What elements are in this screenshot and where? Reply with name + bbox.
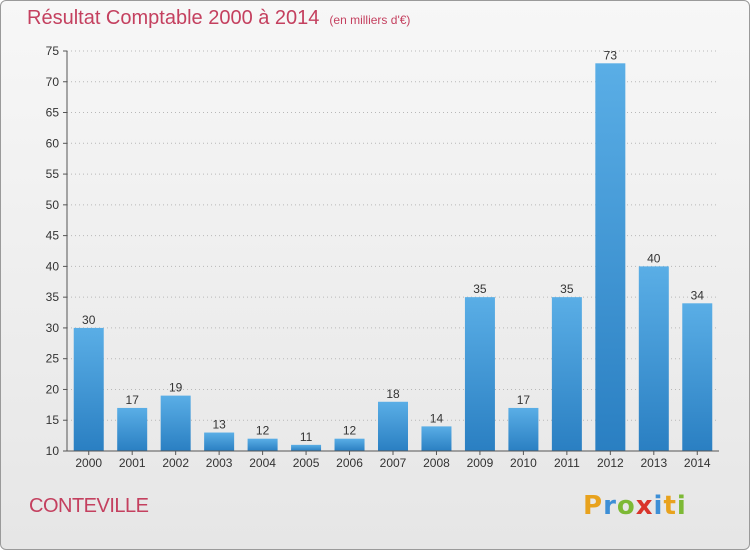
value-label: 12: [256, 424, 270, 438]
y-tick-label: 75: [46, 44, 60, 58]
y-tick-label: 45: [46, 229, 60, 243]
y-tick-label: 55: [46, 167, 60, 181]
value-label: 14: [430, 411, 444, 425]
x-tick-label: 2001: [119, 456, 146, 470]
y-tick-label: 65: [46, 106, 60, 120]
x-tick-label: 2007: [380, 456, 407, 470]
value-label: 34: [691, 288, 705, 302]
x-tick-label: 2006: [336, 456, 363, 470]
bar-2005[interactable]: [291, 444, 322, 451]
x-tick-label: 2014: [684, 456, 711, 470]
y-tick-label: 20: [46, 382, 60, 396]
value-label: 17: [126, 393, 140, 407]
x-tick-label: 2011: [554, 456, 580, 470]
bar-2011[interactable]: [551, 297, 582, 451]
value-label: 40: [647, 251, 661, 265]
bar-2001[interactable]: [117, 407, 148, 451]
logo-letter: i: [676, 491, 687, 521]
x-tick-label: 2000: [75, 456, 102, 470]
chart-title-block: Résultat Comptable 2000 à 2014 (en millie…: [27, 7, 410, 30]
logo-letter: r: [603, 491, 617, 521]
proxiti-logo[interactable]: Proxiti: [583, 491, 687, 521]
x-tick-label: 2013: [640, 456, 667, 470]
value-label: 18: [386, 387, 400, 401]
value-label: 17: [517, 393, 531, 407]
y-tick-label: 25: [46, 352, 60, 366]
value-label: 35: [473, 282, 487, 296]
bar-2004[interactable]: [247, 438, 278, 451]
chart-subtitle: (en milliers d'€): [329, 13, 411, 27]
x-tick-label: 2005: [293, 456, 320, 470]
bar-2009[interactable]: [464, 297, 495, 451]
bar-2006[interactable]: [334, 438, 365, 451]
commune-name: CONTEVILLE: [29, 495, 149, 517]
bar-2003[interactable]: [204, 432, 235, 451]
x-tick-label: 2010: [510, 456, 537, 470]
logo-letter: P: [583, 491, 604, 521]
bar-2014[interactable]: [682, 303, 713, 451]
value-label: 35: [560, 282, 574, 296]
bar-2010[interactable]: [508, 407, 539, 451]
value-label: 19: [169, 381, 183, 395]
bar-2013[interactable]: [638, 266, 669, 451]
x-tick-label: 2008: [423, 456, 450, 470]
logo-letter: x: [635, 491, 654, 521]
y-tick-label: 50: [46, 198, 60, 212]
y-tick-label: 15: [46, 413, 60, 427]
x-tick-label: 2009: [467, 456, 494, 470]
x-tick-label: 2003: [206, 456, 233, 470]
value-label: 11: [300, 430, 313, 444]
y-tick-label: 10: [46, 444, 60, 458]
logo-letter: i: [653, 491, 664, 521]
bar-2007[interactable]: [378, 401, 408, 451]
value-label: 13: [212, 418, 226, 432]
y-tick-label: 35: [46, 290, 60, 304]
value-label: 30: [82, 313, 96, 327]
value-label: 73: [604, 48, 618, 62]
x-tick-label: 2002: [162, 456, 189, 470]
logo-letter: t: [663, 491, 677, 521]
x-tick-label: 2012: [597, 456, 624, 470]
y-tick-label: 70: [46, 75, 60, 89]
bar-2008[interactable]: [421, 426, 452, 451]
bar-2002[interactable]: [160, 395, 191, 451]
x-tick-label: 2004: [249, 456, 276, 470]
bar-2012[interactable]: [595, 63, 626, 452]
bar-2000[interactable]: [73, 327, 104, 451]
value-label: 12: [343, 424, 357, 438]
y-tick-label: 40: [46, 259, 60, 273]
logo-letter: o: [616, 491, 636, 521]
chart-title: Résultat Comptable 2000 à 2014: [27, 7, 320, 29]
y-tick-label: 30: [46, 321, 60, 335]
y-tick-label: 60: [46, 136, 60, 150]
